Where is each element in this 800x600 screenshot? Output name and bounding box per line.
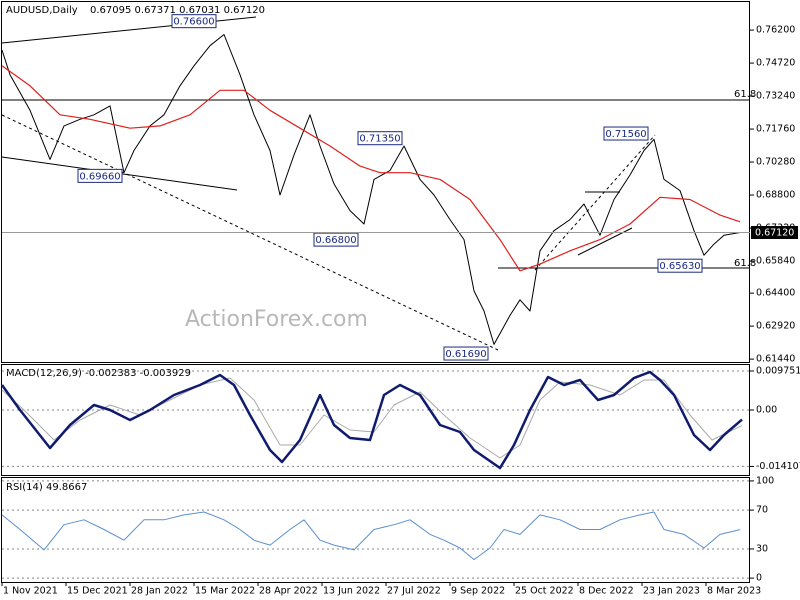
price-label-box <box>171 14 217 29</box>
x-tick-label: 15 Mar 2022 <box>195 586 255 597</box>
series-line <box>1 511 741 561</box>
price-panel <box>1 1 750 363</box>
y-tick-label: 0 <box>756 573 762 584</box>
series-line <box>0 370 743 470</box>
rsi-title: RSI(14) 49.8667 <box>6 482 87 493</box>
chart-title: AUDUSD,Daily <box>6 5 78 16</box>
price-label-box <box>77 168 123 183</box>
y-tick-label: 0.009751 <box>756 365 800 376</box>
y-tick-label: -0.014107 <box>756 461 800 472</box>
x-tick-label: 15 Dec 2021 <box>67 586 128 597</box>
price-label: 0.69660 <box>79 171 120 182</box>
trend-line <box>1 114 499 351</box>
price-label: 0.71350 <box>359 134 400 145</box>
y-tick-label: 100 <box>756 475 774 486</box>
last-price-box <box>751 225 798 239</box>
y-tick-label: 0.74720 <box>756 58 795 69</box>
price-label-box <box>443 346 489 361</box>
rsi-panel <box>1 477 750 583</box>
x-tick-label: 9 Sep 2022 <box>451 586 505 597</box>
x-tick-label: 25 Oct 2022 <box>515 586 574 597</box>
y-tick-label: 0.00 <box>756 405 777 416</box>
watermark: ActionForex.com <box>185 307 368 332</box>
series-line <box>1 65 741 272</box>
price-label-box <box>657 258 703 273</box>
x-tick-label: 8 Dec 2022 <box>579 586 634 597</box>
price-label: 0.66800 <box>315 235 356 246</box>
y-tick-label: 0.61440 <box>756 354 795 365</box>
price-label-box <box>313 232 359 247</box>
y-tick-label: 30 <box>756 543 768 554</box>
y-tick-label: 0.70280 <box>756 157 795 168</box>
x-tick-label: 8 Mar 2023 <box>707 586 761 597</box>
x-tick-label: 28 Jan 2022 <box>131 586 188 597</box>
y-tick-label: 0.64400 <box>756 288 795 299</box>
series-line <box>1 34 741 345</box>
price-label: 0.65630 <box>659 261 700 272</box>
y-tick-label: 0.65840 <box>756 256 795 267</box>
series-line <box>1 377 743 459</box>
x-tick-label: 28 Apr 2022 <box>259 586 318 597</box>
macd-panel <box>1 364 750 476</box>
fib-label: 61.8 <box>734 89 756 100</box>
x-tick-label: 1 Nov 2021 <box>3 586 58 597</box>
y-tick-label: 0.68800 <box>756 190 795 201</box>
chart-subtitle: 0.67095 0.67371 0.67031 0.67120 <box>90 5 265 16</box>
y-tick-label: 0.71760 <box>756 124 795 135</box>
last-price-label: 0.67120 <box>755 227 794 238</box>
x-tick-label: 23 Jan 2023 <box>643 586 700 597</box>
price-label-box <box>603 126 649 141</box>
y-tick-label: 0.62920 <box>756 321 795 332</box>
y-tick-label: 0.73240 <box>756 91 795 102</box>
price-label: 0.61690 <box>445 349 486 360</box>
price-label: 0.76600 <box>173 17 214 28</box>
trend-line <box>534 134 656 271</box>
macd-title: MACD(12,26,9) -0.002383 -0.003929 <box>6 368 191 379</box>
fib-label: 61.8 <box>734 258 756 269</box>
price-label: 0.71560 <box>605 129 646 140</box>
y-tick-label: 70 <box>756 505 768 516</box>
x-tick-label: 13 Jun 2022 <box>323 586 380 597</box>
price-label-box <box>357 131 403 146</box>
y-tick-label: 0.76200 <box>756 25 795 36</box>
x-tick-label: 27 Jul 2022 <box>387 586 441 597</box>
